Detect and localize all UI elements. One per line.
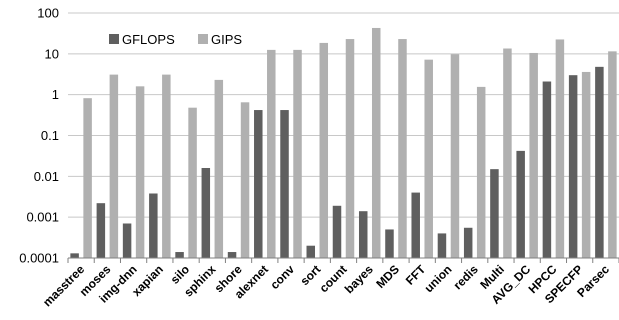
bar-gips-silo — [188, 107, 197, 258]
bar-gips-conv — [293, 49, 302, 258]
legend-swatch-gips — [198, 34, 208, 44]
y-axis-ticks: 100 10 1 0.1 0.01 0.001 0.0001 — [19, 6, 59, 266]
y-tick-label: 1 — [52, 87, 59, 102]
legend: GFLOPS GIPS — [109, 32, 242, 47]
bar-gflops-redis — [463, 227, 473, 258]
y-tick-label: 10 — [45, 46, 59, 61]
bar-gips-sort — [319, 42, 329, 258]
x-axis — [67, 257, 619, 263]
bar-gflops-hpcc — [542, 81, 552, 259]
bar-gflops-moses — [96, 203, 106, 258]
bar-gflops-xapian — [149, 193, 158, 258]
bar-gips-sphinx — [214, 79, 224, 258]
y-tick-label: 0.001 — [26, 210, 59, 225]
bar-gips-xapian — [162, 74, 171, 259]
bar-gips-bayes — [371, 27, 381, 258]
bar-gips-redis — [476, 86, 486, 258]
bars — [70, 27, 617, 259]
bar-gips-specfp — [581, 71, 591, 258]
bar-gips-union — [450, 54, 460, 258]
x-category-label: union — [422, 262, 455, 295]
bar-gips-mds — [398, 39, 407, 259]
bar-gflops-union — [437, 233, 447, 258]
y-tick-label: 0.1 — [41, 128, 59, 143]
bar-gflops-specfp — [568, 75, 578, 259]
y-tick-label: 0.01 — [34, 169, 59, 184]
y-tick-label: 0.0001 — [19, 251, 59, 266]
bar-gflops-sort — [306, 245, 316, 258]
legend-label-gips: GIPS — [211, 32, 242, 47]
legend-swatch-gflops — [109, 34, 119, 44]
legend-label-gflops: GFLOPS — [122, 32, 175, 47]
bar-gflops-multi — [490, 169, 499, 258]
bar-gips-shore — [240, 102, 250, 259]
bar-gflops-silo — [175, 252, 184, 258]
x-category-label: bayes — [342, 262, 376, 296]
bar-gips-masstree — [83, 98, 92, 258]
y-tick-label: 100 — [37, 6, 59, 21]
bar-gips-hpcc — [555, 39, 565, 259]
bar-gflops-fft — [411, 192, 420, 258]
bar-gips-moses — [109, 74, 119, 259]
bar-gflops-parsec — [595, 66, 604, 258]
bar-gips-parsec — [608, 51, 617, 258]
bar-gips-alexnet — [267, 49, 276, 258]
bar-gips-count — [345, 39, 355, 259]
x-category-label: redis — [451, 262, 481, 292]
bar-gflops-count — [332, 205, 342, 258]
bar-gflops-conv — [280, 110, 289, 258]
bar-gflops-mds — [385, 229, 394, 258]
x-category-label: conv — [267, 262, 297, 292]
bar-gflops-bayes — [358, 211, 368, 258]
bar-gips-img-dnn — [135, 86, 145, 259]
bar-gips-fft — [424, 59, 433, 259]
bar-gflops-img-dnn — [122, 223, 132, 258]
bar-gflops-avg_dc — [516, 150, 525, 258]
bar-gflops-masstree — [70, 253, 79, 258]
bar-gflops-alexnet — [254, 110, 263, 258]
bar-gflops-shore — [227, 252, 237, 258]
x-category-label: MDS — [373, 262, 402, 291]
bar-gips-avg_dc — [529, 52, 538, 258]
bar-gips-multi — [503, 48, 512, 259]
bar-gflops-sphinx — [201, 167, 211, 258]
